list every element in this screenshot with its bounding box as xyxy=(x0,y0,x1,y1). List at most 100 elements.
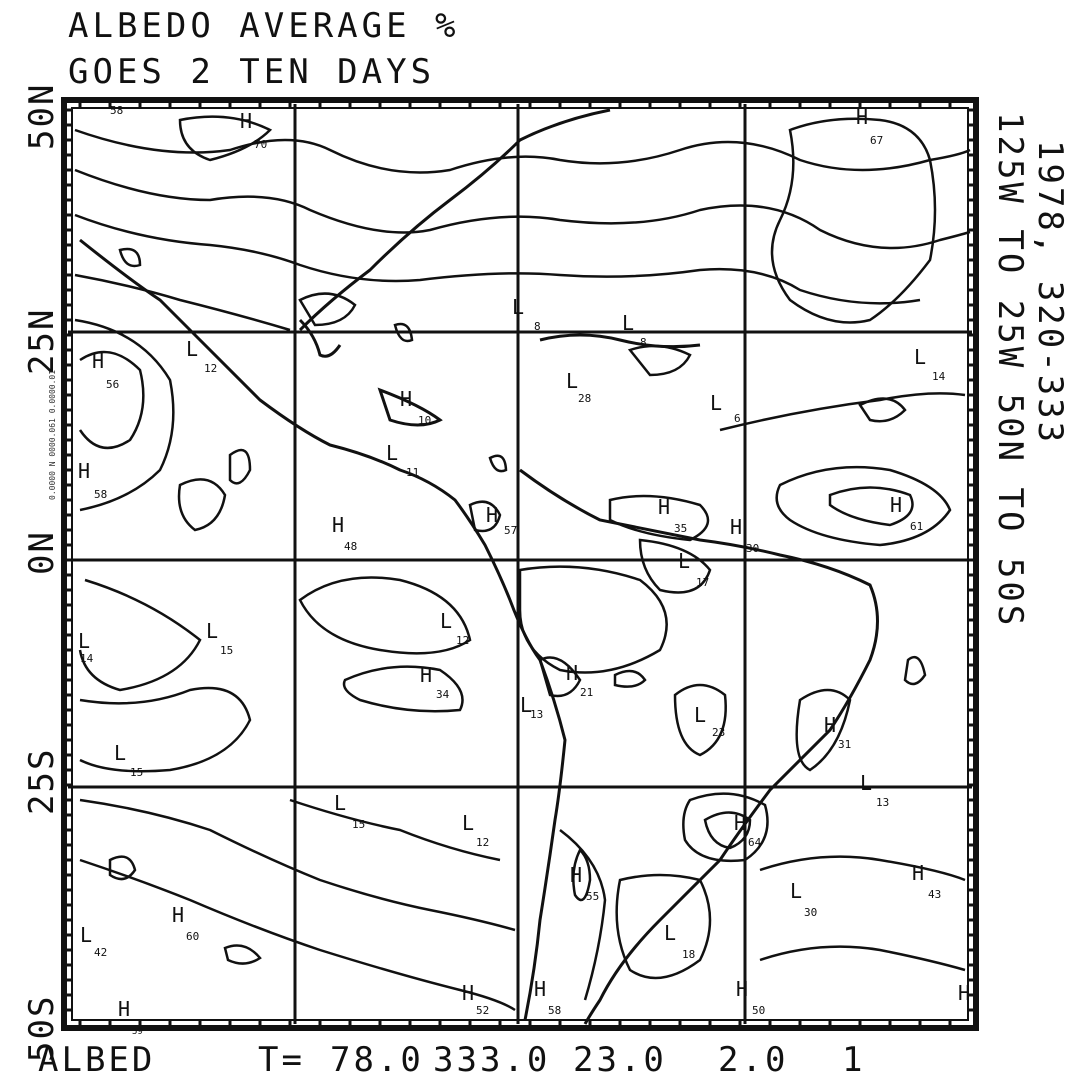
contour-letter: H xyxy=(856,105,868,129)
contour-value: 15 xyxy=(352,818,365,831)
contour-value: 17 xyxy=(696,576,709,589)
contour-value: 60 xyxy=(186,930,199,943)
contour-letter: H xyxy=(912,861,924,885)
albedo-contours xyxy=(74,115,971,1012)
contour-value: 12 xyxy=(204,362,217,375)
contour-value: 21 xyxy=(580,686,593,699)
contour-letter: L xyxy=(694,703,706,727)
contour-letter: L xyxy=(206,619,218,643)
contour-value: 58 xyxy=(548,1004,561,1017)
contour-value: 67 xyxy=(870,134,883,147)
contour-letter: L xyxy=(440,609,452,633)
contour-letter: L xyxy=(80,923,92,947)
contour-value: 64 xyxy=(748,836,762,849)
contour-value: 58 xyxy=(94,488,107,501)
contour-value: 55 xyxy=(586,890,599,903)
contour-value: 14 xyxy=(80,652,94,665)
contour-value: 31 xyxy=(838,738,851,751)
contour-letter: L xyxy=(78,629,90,653)
contour-letter: H xyxy=(890,493,902,517)
footer-value-2: 333.0 xyxy=(433,1040,551,1080)
footer-value-1: 78.0 xyxy=(330,1040,424,1080)
contour-value: 10 xyxy=(418,414,431,427)
footer-value-4: 2.0 xyxy=(718,1040,789,1080)
contour-letter: H xyxy=(958,981,970,1005)
contour-letter: H xyxy=(658,495,670,519)
footer-value-5: 1 xyxy=(842,1040,866,1080)
contour-labels: H 70 H 67 L 12 H 56 H 10 L 8 L 8 L 14 L … xyxy=(78,104,970,1037)
footer-t-label: T= xyxy=(258,1040,305,1080)
contour-value: 18 xyxy=(682,948,695,961)
contour-letter: L xyxy=(334,791,346,815)
contour-value: 57 xyxy=(504,524,517,537)
contour-letter: H xyxy=(332,513,344,537)
contour-letter: L xyxy=(664,921,676,945)
contour-letter: L xyxy=(462,811,474,835)
contour-value: 15 xyxy=(220,644,233,657)
contour-value: 50 xyxy=(752,1004,765,1017)
contour-letter: L xyxy=(622,311,634,335)
contour-letter: L xyxy=(860,771,872,795)
coastline xyxy=(79,108,879,1025)
contour-value: 8 xyxy=(534,320,541,333)
contour-value: 13 xyxy=(876,796,889,809)
contour-letter: H xyxy=(566,661,578,685)
contour-value: 34 xyxy=(436,688,450,701)
contour-value: 15 xyxy=(130,766,143,779)
contour-letter: L xyxy=(710,391,722,415)
contour-value: 61 xyxy=(910,520,923,533)
contour-value: 6 xyxy=(734,412,741,425)
contour-value: 56 xyxy=(106,378,119,391)
contour-letter: L xyxy=(520,693,532,717)
contour-letter: H xyxy=(400,387,412,411)
map-frame xyxy=(61,97,979,1031)
map-subtitle: GOES 2 TEN DAYS xyxy=(68,52,436,92)
contour-letter: H xyxy=(118,997,130,1021)
contour-value: 8 xyxy=(640,336,647,349)
contour-value: 28 xyxy=(578,392,591,405)
frame-ticks xyxy=(64,100,976,1028)
contour-value: 11 xyxy=(406,466,419,479)
contour-letter: H xyxy=(736,977,748,1001)
contour-letter: L xyxy=(790,879,802,903)
contour-letter: H xyxy=(420,663,432,687)
contour-value: 70 xyxy=(254,138,267,151)
map-title: ALBEDO AVERAGE % xyxy=(68,6,460,46)
contour-value: 23 xyxy=(712,726,725,739)
lat-lon-grid xyxy=(68,104,972,1024)
contour-letter: H xyxy=(172,903,184,927)
contour-value: 48 xyxy=(344,540,357,553)
contour-letter: L xyxy=(566,369,578,393)
contour-value: 14 xyxy=(932,370,946,383)
contour-value: 13 xyxy=(530,708,543,721)
contour-letter: H xyxy=(824,713,836,737)
contour-letter: L xyxy=(386,441,398,465)
contour-letter: H xyxy=(462,981,474,1005)
contour-value: 12 xyxy=(456,634,469,647)
contour-value: 30 xyxy=(746,542,759,555)
contour-value: 35 xyxy=(674,522,687,535)
contour-letter: H xyxy=(534,977,546,1001)
contour-value: 30 xyxy=(804,906,817,919)
footer-variable: ALBED xyxy=(38,1040,156,1080)
contour-value: 52 xyxy=(476,1004,489,1017)
map-frame-inner xyxy=(71,107,969,1021)
contour-letter: L xyxy=(914,345,926,369)
contour-letter: H xyxy=(486,503,498,527)
contour-letter: H xyxy=(730,515,742,539)
contour-letter: L xyxy=(186,337,198,361)
contour-letter: H xyxy=(734,811,746,835)
contour-letter: L xyxy=(114,741,126,765)
contour-value: 58 xyxy=(110,104,123,117)
contour-letter: H xyxy=(92,349,104,373)
contour-letter: H xyxy=(570,863,582,887)
footer-value-3: 23.0 xyxy=(573,1040,667,1080)
contour-letter: L xyxy=(678,549,690,573)
contour-value: 43 xyxy=(928,888,941,901)
contour-value: 12 xyxy=(476,836,489,849)
contour-letter: H xyxy=(240,109,252,133)
contour-letter: H xyxy=(78,459,90,483)
contour-value: 59 xyxy=(132,1027,143,1037)
contour-letter: L xyxy=(512,295,524,319)
